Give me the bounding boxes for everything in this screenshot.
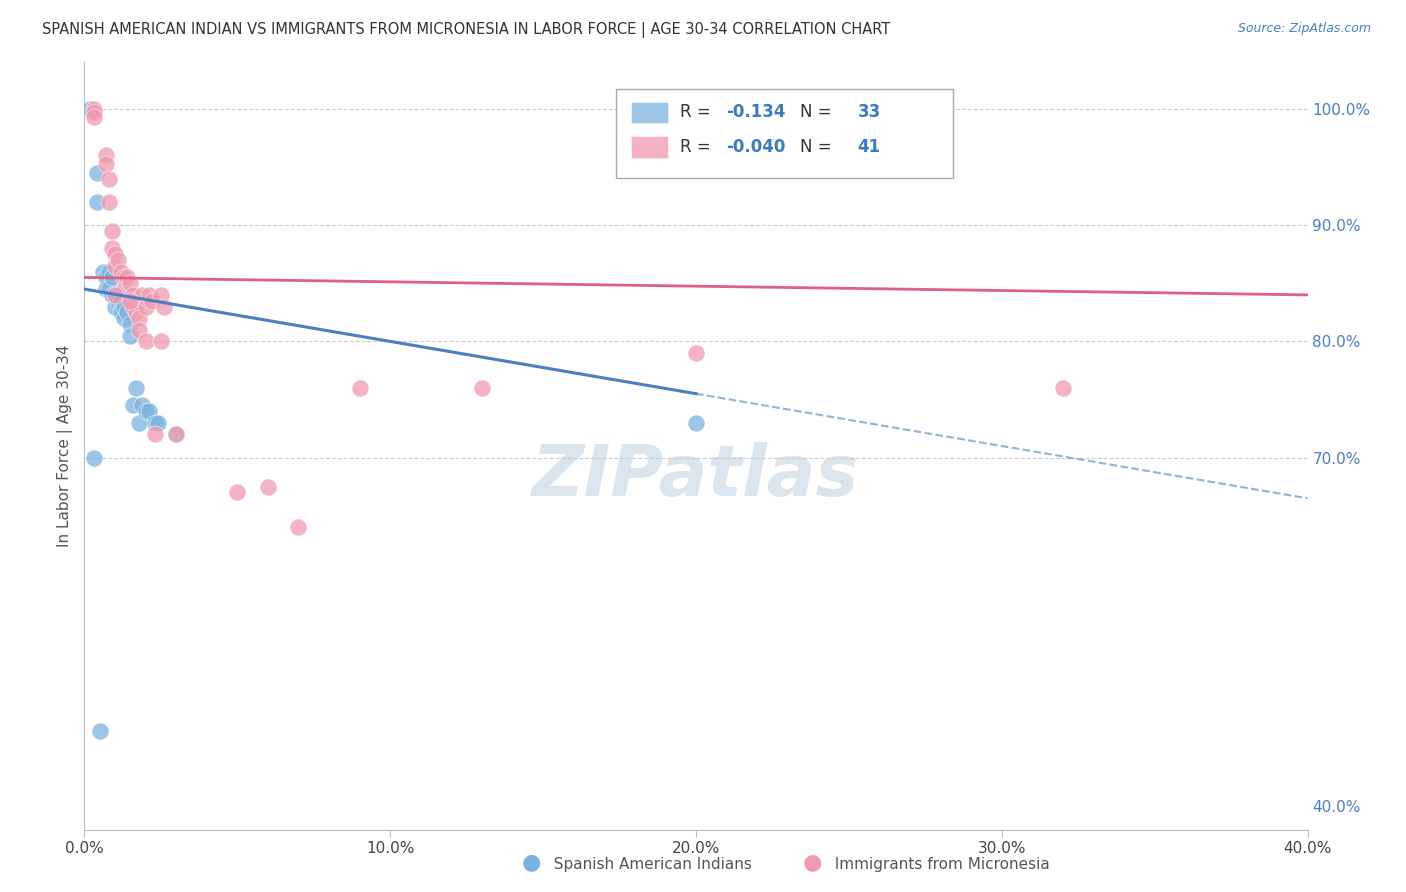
Point [97,171,120,186]
Text: -0.040: -0.040 [727,138,786,156]
Point [128,311,150,326]
Point [135,300,157,314]
Point [120,317,142,331]
Point [146,416,169,430]
Point [94,282,117,296]
Point [149,288,172,302]
Text: 33: 33 [858,103,880,121]
Point [115,305,138,319]
Point [135,404,157,418]
Point [83,450,105,465]
Point [104,288,127,302]
Point [107,293,129,308]
Point [153,300,176,314]
Point [112,300,135,314]
Point [83,110,105,124]
Point [685,416,707,430]
Point [128,416,150,430]
Point [104,300,127,314]
Point [110,265,132,279]
Text: SPANISH AMERICAN INDIAN VS IMMIGRANTS FROM MICRONESIA IN LABOR FORCE | AGE 30-34: SPANISH AMERICAN INDIAN VS IMMIGRANTS FR… [42,22,890,38]
Point [685,346,707,360]
Text: R =: R = [681,138,716,156]
Point [104,259,127,273]
Point [125,305,148,319]
Point [97,194,120,209]
Bar [631,102,668,123]
Point [101,288,124,302]
Point [122,300,145,314]
Point [131,288,153,302]
Text: 41: 41 [858,138,880,156]
Text: Immigrants from Micronesia: Immigrants from Micronesia [825,857,1050,872]
Point [120,293,142,308]
Point [94,156,117,170]
Point [165,427,187,442]
Point [120,277,142,291]
Point [112,311,135,326]
Text: Spanish American Indians: Spanish American Indians [544,857,752,872]
Point [97,282,120,296]
Point [141,293,163,308]
Text: -0.134: -0.134 [727,103,786,121]
Point [86,166,108,180]
Point [122,398,145,412]
Point [97,265,120,279]
Point [115,270,138,285]
Point [165,427,187,442]
Point [101,224,124,238]
Point [107,253,129,268]
Point [101,241,124,255]
Point [128,323,150,337]
Point [101,270,124,285]
Text: ●: ● [803,853,823,872]
Point [125,381,148,395]
Point [79,102,101,116]
Point [226,485,249,500]
Point [112,270,135,285]
Point [86,194,108,209]
Text: N =: N = [800,103,837,121]
Point [107,288,129,302]
Point [471,381,494,395]
Point [149,334,172,349]
Point [287,520,309,534]
Point [122,288,145,302]
Point [83,102,105,116]
Text: N =: N = [800,138,837,156]
Point [91,265,114,279]
Point [104,288,127,302]
Point [349,381,371,395]
Point [89,723,111,738]
Point [143,416,166,430]
Point [138,404,160,418]
Point [104,247,127,261]
Point [110,293,132,308]
Point [135,334,157,349]
Point [94,270,117,285]
Point [112,282,135,296]
Bar [631,136,668,158]
Y-axis label: In Labor Force | Age 30-34: In Labor Force | Age 30-34 [58,344,73,548]
Text: Source: ZipAtlas.com: Source: ZipAtlas.com [1237,22,1371,36]
Point [1052,381,1074,395]
Point [94,148,117,162]
Bar [616,89,953,178]
Point [143,427,166,442]
Point [257,480,280,494]
Point [120,328,142,343]
Text: ●: ● [522,853,541,872]
Text: ZIPatlas: ZIPatlas [533,442,859,511]
Point [138,288,160,302]
Point [83,105,105,120]
Point [110,305,132,319]
Point [131,398,153,412]
Text: R =: R = [681,103,716,121]
